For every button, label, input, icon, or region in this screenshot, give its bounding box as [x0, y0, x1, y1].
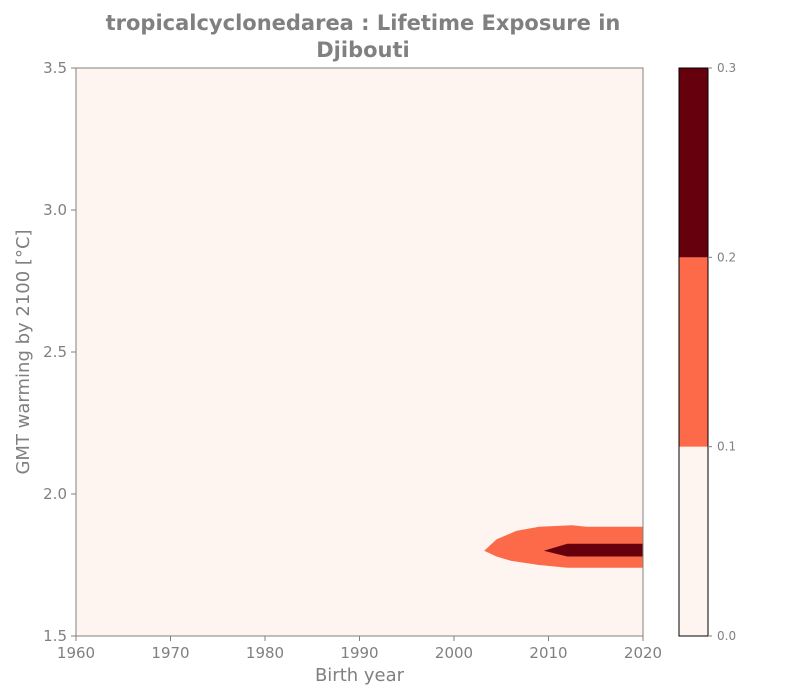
- colorbar-frame: [678, 67, 709, 637]
- x-tick-label: 1960: [57, 644, 95, 662]
- colorbar-tick-label: 0.0: [717, 629, 736, 643]
- x-axis-label: Birth year: [315, 665, 405, 686]
- x-tick-label: 1970: [151, 644, 189, 662]
- y-axis-label: GMT warming by 2100 [°C]: [13, 229, 34, 474]
- y-tick-label: 3.5: [43, 59, 67, 77]
- colorbar: 0.0 0.1 0.2 0.3: [678, 61, 736, 643]
- colorbar-tick-label: 0.2: [717, 250, 736, 264]
- x-tick-label: 2020: [624, 644, 662, 662]
- colorbar-tick-label: 0.3: [717, 61, 736, 75]
- chart-title: tropicalcyclonedarea : Lifetime Exposure…: [0, 10, 726, 64]
- y-tick-label: 3.0: [43, 201, 67, 219]
- colorbar-tick-label: 0.1: [717, 440, 736, 454]
- chart-title-line-1: tropicalcyclonedarea : Lifetime Exposure…: [105, 11, 621, 35]
- plot-area: [76, 68, 643, 636]
- axes: 1960 1970 1980 1990 2000 2010 2020 1.5 2.0 2.5 3.0…: [43, 59, 662, 662]
- y-tick-label: 2.5: [43, 343, 67, 361]
- x-tick-label: 2010: [529, 644, 567, 662]
- colorbar-segment: [679, 446, 708, 636]
- y-tick-label: 2.0: [43, 485, 67, 503]
- contour-region-2: [543, 543, 643, 557]
- x-tick-label: 1990: [340, 644, 378, 662]
- colorbar-segment: [679, 68, 708, 258]
- x-tick-label: 1980: [246, 644, 284, 662]
- y-tick-label: 1.5: [43, 627, 67, 645]
- x-tick-label: 2000: [435, 644, 473, 662]
- colorbar-segment: [679, 257, 708, 447]
- chart-title-line-2: Djibouti: [316, 38, 410, 62]
